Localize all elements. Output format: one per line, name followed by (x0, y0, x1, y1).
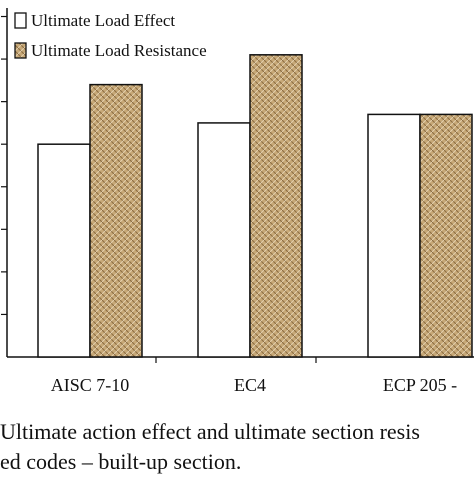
bar-load-resistance-0 (89, 83, 143, 358)
caption-background (0, 458, 474, 474)
legend-swatch-0 (14, 12, 27, 29)
x-tick-label: EC4 (234, 375, 266, 395)
legend-label-0: Ultimate Load Effect (31, 11, 175, 30)
figure-caption-line-1: Ultimate action effect and ultimate sect… (0, 419, 420, 444)
x-tick-label: ECP 205 - (383, 375, 457, 395)
figure-caption-line-2: ed codes – built-up section. (0, 449, 242, 474)
legend-swatch-1 (14, 42, 27, 59)
bar-load-effect-1 (197, 122, 251, 358)
bar-load-resistance-1 (249, 54, 303, 358)
bar-load-resistance-2 (419, 113, 473, 358)
bar-load-effect-2 (367, 113, 421, 358)
legend-label-1: Ultimate Load Resistance (31, 41, 207, 60)
bar-load-effect-0 (37, 143, 91, 358)
x-tick-label: AISC 7-10 (51, 375, 130, 395)
